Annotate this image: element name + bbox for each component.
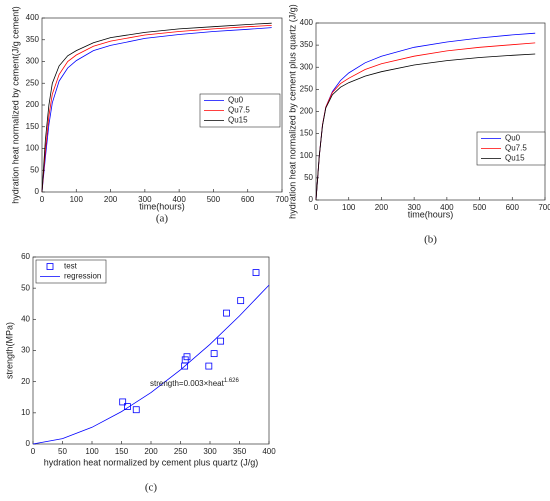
y-tick-label: 100	[300, 151, 314, 160]
x-tick-label: 700	[538, 203, 550, 212]
annotation: strength=0.003×heat1.626	[150, 378, 240, 389]
caption: (c)	[145, 482, 158, 494]
x-tick-label: 200	[144, 447, 158, 456]
plot-area	[32, 256, 270, 445]
point	[124, 403, 131, 411]
x-tick-label: 200	[104, 195, 118, 204]
x-tick-label: 50	[58, 447, 67, 456]
regression-line	[32, 284, 270, 445]
legend-label: Qu15	[228, 116, 248, 125]
y-tick-label: 20	[21, 377, 30, 386]
y-tick-label: 400	[26, 13, 40, 22]
series-line	[315, 53, 536, 201]
x-tick-label: 400	[262, 447, 276, 456]
x-tick-label: 400	[440, 203, 454, 212]
y-tick-label: 250	[26, 78, 40, 87]
y-tick-label: 300	[300, 62, 314, 71]
y-axis-label: strength(MPa)	[4, 322, 14, 379]
y-tick-label: 50	[304, 173, 313, 182]
y-tick-label: 200	[300, 107, 314, 116]
x-tick-label: 150	[115, 447, 129, 456]
y-tick-label: 50	[21, 283, 30, 292]
annotation-text: strength=0.003×heat	[150, 379, 225, 388]
y-tick-label: 200	[26, 100, 40, 109]
x-tick-label: 600	[506, 203, 520, 212]
legend-label: Qu7.5	[228, 106, 250, 115]
annotation-superscript: 1.626	[224, 378, 240, 384]
y-tick-label: 300	[26, 57, 40, 66]
y-tick-label: 60	[21, 252, 30, 261]
x-tick-label: 100	[342, 203, 356, 212]
caption: (a)	[156, 213, 169, 225]
x-tick-label: 300	[203, 447, 217, 456]
plot-area	[315, 22, 546, 201]
x-tick-label: 500	[207, 195, 221, 204]
point	[237, 297, 245, 305]
y-tick-label: 0	[309, 195, 314, 204]
y-tick-label: 400	[300, 18, 314, 27]
x-tick-label: 350	[233, 447, 247, 456]
y-tick-label: 350	[300, 40, 314, 49]
series-line	[41, 25, 272, 193]
legend-label: test	[64, 262, 78, 271]
point	[183, 353, 191, 361]
legend-label: regression	[64, 272, 101, 281]
y-tick-label: 10	[21, 408, 30, 417]
x-tick-label: 400	[172, 195, 186, 204]
x-tick-label: 500	[473, 203, 487, 212]
y-tick-label: 100	[26, 144, 40, 153]
y-tick-label: 0	[26, 439, 31, 448]
point	[223, 309, 230, 317]
y-axis-label: hydration heat normalized by cement(J/g …	[10, 6, 20, 204]
x-tick-label: 0	[314, 203, 319, 212]
y-tick-label: 40	[21, 314, 30, 323]
x-tick-label: 0	[40, 195, 45, 204]
y-tick-label: 250	[300, 84, 314, 93]
y-tick-label: 50	[30, 165, 39, 174]
caption: (b)	[424, 234, 437, 246]
y-tick-label: 150	[26, 122, 40, 131]
x-tick-label: 100	[85, 447, 99, 456]
point	[132, 406, 140, 414]
point	[119, 398, 127, 406]
legend-label: Qu0	[505, 134, 521, 143]
series-line	[41, 22, 272, 193]
y-tick-label: 30	[21, 346, 30, 355]
y-tick-label: 350	[26, 35, 40, 44]
x-axis-label: time(hours)	[139, 201, 185, 211]
x-tick-label: 600	[241, 195, 255, 204]
x-tick-label: 700	[275, 195, 289, 204]
x-tick-label: 250	[174, 447, 188, 456]
point	[205, 362, 213, 370]
point	[217, 337, 225, 345]
y-axis-label: hydration heat normalized by cement plus…	[287, 4, 297, 219]
point	[252, 269, 260, 276]
x-tick-label: 300	[138, 195, 152, 204]
x-axis-label: time(hours)	[408, 209, 454, 219]
point	[210, 350, 218, 358]
x-tick-label: 300	[407, 203, 421, 212]
series-line	[41, 27, 272, 193]
legend-box	[35, 259, 107, 284]
legend-label: Qu7.5	[505, 144, 527, 153]
legend-marker	[46, 263, 54, 270]
y-tick-label: 150	[300, 129, 314, 138]
x-tick-label: 100	[70, 195, 84, 204]
x-tick-label: 0	[31, 447, 36, 456]
x-tick-label: 200	[375, 203, 389, 212]
x-axis-label: hydration heat normalized by cement plus…	[44, 457, 259, 467]
y-tick-label: 0	[35, 187, 40, 196]
legend-label: Qu15	[505, 154, 525, 163]
legend-label: Qu0	[228, 96, 244, 105]
